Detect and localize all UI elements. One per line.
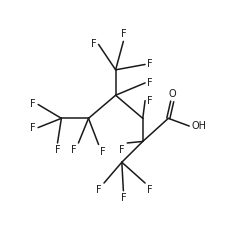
Text: F: F (30, 123, 36, 133)
Text: F: F (148, 78, 153, 88)
Text: F: F (121, 193, 126, 203)
Text: F: F (148, 78, 153, 88)
Text: F: F (121, 29, 126, 39)
Text: F: F (148, 185, 153, 195)
Text: F: F (148, 185, 153, 195)
Text: F: F (119, 144, 125, 155)
Text: F: F (55, 145, 60, 155)
Text: OH: OH (191, 121, 207, 131)
Text: F: F (30, 123, 36, 133)
Text: F: F (148, 60, 153, 69)
Text: F: F (71, 145, 77, 155)
Text: F: F (71, 145, 77, 155)
Text: F: F (121, 193, 126, 203)
Text: F: F (30, 99, 36, 109)
Text: F: F (119, 144, 125, 155)
Text: F: F (96, 185, 102, 195)
Text: F: F (121, 29, 126, 39)
Text: F: F (91, 39, 96, 49)
Text: F: F (55, 145, 60, 155)
Text: O: O (168, 89, 176, 99)
Text: F: F (96, 185, 102, 195)
Text: F: F (148, 60, 153, 69)
Text: F: F (148, 96, 153, 106)
Text: F: F (100, 147, 106, 157)
Text: F: F (30, 99, 36, 109)
Text: O: O (168, 89, 176, 99)
Text: F: F (100, 147, 106, 157)
Text: F: F (91, 39, 96, 49)
Text: OH: OH (191, 121, 207, 131)
Text: F: F (148, 96, 153, 106)
